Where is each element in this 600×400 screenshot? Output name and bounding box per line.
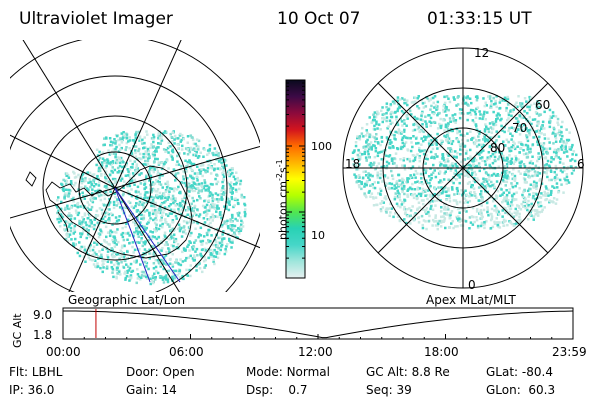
- status-gain: Gain: 14: [126, 383, 177, 397]
- coastline-outline: [25, 165, 193, 259]
- timeline-xtick-3: 18:00: [424, 345, 459, 359]
- right-aurora-image: [351, 95, 578, 231]
- mlt-label-18: 18: [345, 157, 361, 171]
- status-mode: Mode: Normal: [246, 365, 330, 379]
- left-meridian-line-2: [114, 187, 151, 283]
- timeline-xtick-4: 23:59: [552, 345, 587, 359]
- timeline-ytick-high: 9.0: [33, 308, 53, 322]
- timeline-xtick-1: 06:00: [169, 345, 204, 359]
- mlt-label-6: 6: [577, 157, 585, 171]
- color-bar: [285, 79, 306, 279]
- colorbar-tick-100: 100: [311, 140, 332, 153]
- timeline-xtick-0: 00:00: [46, 345, 81, 359]
- geographic-caption: Geographic Lat/Lon: [68, 293, 186, 307]
- status-door: Door: Open: [126, 365, 195, 379]
- geographic-map: [10, 40, 260, 292]
- left-meridian-line: [114, 187, 181, 283]
- status-filter: Flt: LBHL: [9, 365, 63, 379]
- altitude-curve: [63, 310, 574, 339]
- status-glat: GLat: -80.4: [486, 365, 553, 379]
- left-aurora-image: [55, 130, 247, 286]
- mlt-label-12: 12: [474, 46, 490, 60]
- timeline-xtick-2: 12:00: [298, 345, 333, 359]
- status-dsp: Dsp: 0.7: [246, 383, 308, 397]
- apex-map: [342, 47, 584, 289]
- altitude-timeline: [62, 307, 574, 340]
- mlt-label-0: 0: [468, 278, 476, 292]
- apex-caption: Apex MLat/MLT: [426, 293, 516, 307]
- timeline-ytick-low: 1.8: [33, 328, 53, 342]
- timeline-axis-label: GC Alt: [11, 313, 24, 348]
- status-gc-alt: GC Alt: 8.8 Re: [366, 365, 450, 379]
- mlat-label-70: 70: [512, 121, 528, 135]
- colorbar-unit-label: photon cm-2s-1: [275, 159, 290, 240]
- date-label: 10 Oct 07: [277, 9, 361, 29]
- mlat-label-80: 80: [490, 141, 506, 155]
- left-grid: [10, 40, 260, 292]
- status-ip: IP: 36.0: [9, 383, 55, 397]
- instrument-title: Ultraviolet Imager: [19, 9, 173, 29]
- time-label: 01:33:15 UT: [427, 9, 532, 29]
- colorbar-tick-10: 10: [311, 229, 325, 242]
- mlat-label-60: 60: [535, 98, 551, 112]
- status-seq: Seq: 39: [366, 383, 412, 397]
- status-glon: GLon: 60.3: [486, 383, 556, 397]
- right-grid: [342, 47, 584, 289]
